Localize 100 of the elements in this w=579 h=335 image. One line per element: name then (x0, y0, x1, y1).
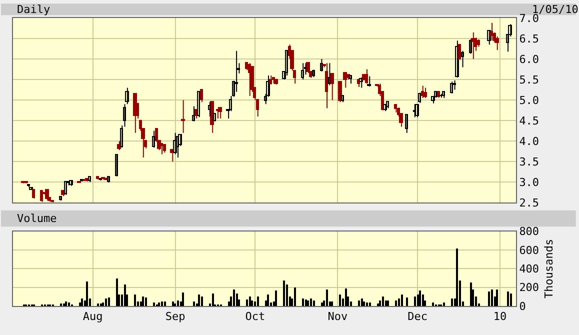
candlestick (88, 175, 91, 183)
bar (422, 294, 424, 306)
bar (286, 284, 288, 306)
bar (177, 300, 179, 306)
candlestick (469, 38, 472, 54)
bar (236, 293, 238, 306)
y-tick-label: 5.0 (519, 94, 540, 107)
bar (366, 302, 368, 306)
y-tick-label: 2.5 (519, 196, 540, 210)
bar (212, 293, 214, 306)
bar (158, 302, 160, 306)
candlestick (461, 50, 464, 68)
candlestick (59, 196, 62, 202)
bar (172, 301, 174, 306)
bar (63, 303, 65, 306)
bar (307, 300, 309, 306)
bar (377, 303, 379, 306)
candlestick (312, 69, 315, 78)
x-tick-label: Nov (328, 310, 348, 324)
candlestick (301, 62, 304, 80)
y-tick-label: 200 (519, 281, 540, 294)
candlestick (383, 104, 387, 112)
chart-title: Daily (17, 3, 50, 16)
bar (201, 296, 203, 306)
bar (193, 301, 195, 306)
candlestick (487, 30, 491, 46)
y-tick-label: 0 (519, 300, 526, 313)
bar (86, 281, 88, 306)
bar (283, 280, 285, 306)
bar (60, 303, 62, 306)
bar (382, 296, 384, 306)
x-tick-label: Dec (408, 310, 428, 324)
bar (81, 298, 83, 306)
bar (198, 294, 200, 306)
bar (233, 289, 235, 306)
y-tick-label: 400 (519, 262, 540, 276)
bar (313, 300, 315, 306)
bar (417, 294, 419, 306)
bar (100, 303, 102, 306)
bar (134, 294, 136, 306)
bar (331, 301, 333, 306)
y-tick-label: 4.0 (519, 134, 540, 148)
bar (470, 282, 472, 306)
candlestick (213, 112, 216, 122)
bar (419, 290, 421, 306)
bar (246, 299, 248, 306)
bar (164, 301, 166, 306)
candlestick (386, 101, 389, 109)
candlestick (415, 104, 419, 118)
bar (326, 289, 328, 306)
y-tick-label: 800 (519, 225, 540, 238)
bar (363, 301, 365, 306)
candlestick (120, 125, 123, 148)
candlestick (115, 154, 118, 177)
bar (510, 293, 512, 306)
candlestick (359, 77, 363, 88)
candlestick (450, 81, 453, 94)
bar (142, 296, 144, 306)
bar (97, 303, 99, 306)
bar (257, 296, 259, 306)
candlestick (125, 87, 129, 105)
bar (105, 298, 107, 306)
bar (369, 302, 371, 306)
bar (251, 300, 253, 306)
candlestick (69, 180, 73, 186)
bar (310, 298, 312, 306)
y-tick-label: 600 (519, 244, 540, 257)
bar (406, 297, 408, 306)
candlestick (418, 92, 421, 104)
bar (79, 302, 81, 306)
candlestick (152, 130, 155, 148)
bar (491, 289, 493, 306)
bar (361, 298, 363, 306)
bar (116, 278, 118, 306)
candlestick (192, 106, 195, 122)
candlestick (197, 90, 200, 118)
candlestick (64, 180, 67, 196)
bar (275, 290, 277, 306)
chart-title: Volume (17, 212, 57, 225)
candlestick (455, 40, 459, 78)
y-axis-title: Thousands (542, 238, 556, 298)
bar (102, 302, 104, 306)
y-tick-label: 6.5 (519, 32, 540, 46)
bar (414, 296, 416, 306)
candlestick (29, 186, 33, 190)
bar (379, 300, 381, 306)
y-tick-label: 3.0 (519, 176, 540, 189)
bar (507, 291, 509, 306)
x-tick-label: Oct (245, 310, 266, 324)
x-tick-label: Sep (165, 310, 186, 324)
candlestick (442, 90, 445, 99)
bar (294, 287, 296, 306)
candlestick (107, 176, 110, 184)
bar (488, 291, 490, 306)
y-tick-label: 5.5 (519, 73, 540, 86)
bar (305, 299, 307, 306)
candlestick (123, 104, 126, 128)
bar (385, 300, 387, 306)
candlestick (328, 62, 331, 86)
candlestick (24, 180, 28, 184)
